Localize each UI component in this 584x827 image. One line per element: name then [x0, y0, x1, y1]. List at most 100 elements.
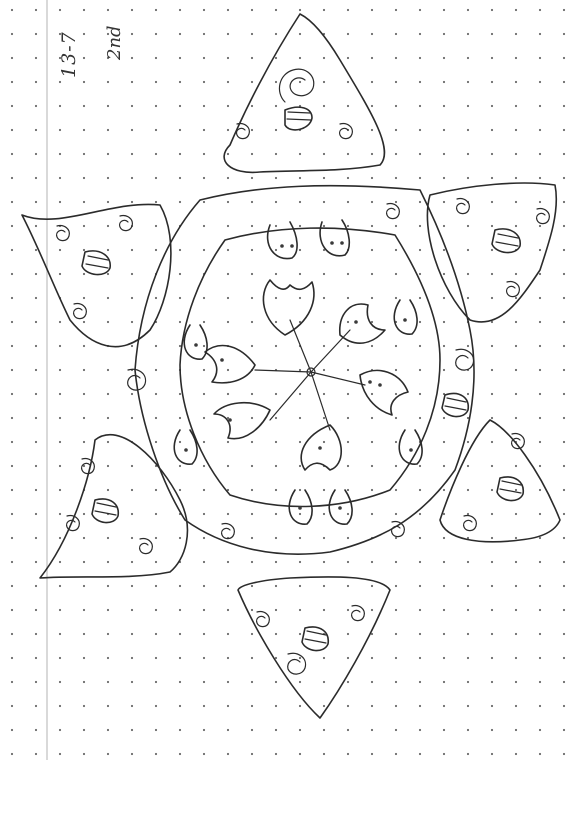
grid-dot — [466, 224, 470, 228]
grid-dot — [298, 368, 302, 372]
grid-dot — [226, 128, 230, 132]
grid-dot — [466, 464, 470, 468]
grid-dot — [154, 608, 158, 612]
grid-dot — [298, 224, 302, 228]
grid-dot — [370, 704, 374, 708]
grid-dot — [442, 272, 446, 276]
grid-dot — [178, 536, 182, 540]
grid-dot — [298, 8, 302, 12]
grid-dot — [346, 560, 350, 564]
grid-dot — [370, 176, 374, 180]
central-flower — [204, 279, 409, 471]
grid-dot — [178, 608, 182, 612]
grid-dot — [178, 152, 182, 156]
grid-dot — [58, 56, 62, 60]
grid-dot — [154, 632, 158, 636]
grid-dot — [394, 752, 398, 756]
grid-dot — [58, 176, 62, 180]
grid-dot — [490, 728, 494, 732]
grid-dot — [418, 464, 422, 468]
grid-dot — [82, 128, 86, 132]
grid-dot — [514, 320, 518, 324]
grid-dot — [346, 272, 350, 276]
grid-dot — [418, 704, 422, 708]
grid-dot — [202, 200, 206, 204]
grid-dot — [34, 488, 38, 492]
grid-dot — [226, 224, 230, 228]
grid-dot — [34, 392, 38, 396]
grid-dot — [250, 224, 254, 228]
grid-dot — [346, 320, 350, 324]
grid-dot — [130, 32, 134, 36]
grid-dot — [562, 560, 566, 564]
grid-dot — [370, 32, 374, 36]
grid-dot — [154, 368, 158, 372]
grid-dot — [154, 392, 158, 396]
grid-dot — [10, 248, 14, 252]
grid-dot — [394, 272, 398, 276]
grid-dot — [106, 368, 110, 372]
grid-dot — [10, 440, 14, 444]
grid-dot — [178, 128, 182, 132]
grid-dot — [562, 584, 566, 588]
grid-dot — [394, 704, 398, 708]
grid-dot — [154, 200, 158, 204]
grid-dot — [58, 248, 62, 252]
grid-dot — [274, 320, 278, 324]
grid-dot — [562, 56, 566, 60]
grid-dot — [370, 680, 374, 684]
grid-dot — [202, 512, 206, 516]
grid-dot — [370, 512, 374, 516]
grid-dot — [202, 344, 206, 348]
grid-dot — [58, 608, 62, 612]
grid-dot — [346, 152, 350, 156]
grid-dot — [226, 704, 230, 708]
grid-dot — [250, 104, 254, 108]
grid-dot — [394, 584, 398, 588]
grid-dot — [298, 608, 302, 612]
grid-dot — [346, 368, 350, 372]
grid-dot — [82, 320, 86, 324]
grid-dot — [442, 464, 446, 468]
grid-dot — [538, 8, 542, 12]
grid-dot — [202, 752, 206, 756]
grid-dot — [226, 680, 230, 684]
grid-dot — [226, 728, 230, 732]
dot-grid — [10, 8, 566, 756]
grid-dot — [82, 344, 86, 348]
grid-dot — [322, 80, 326, 84]
grid-dot — [346, 488, 350, 492]
grid-dot — [466, 344, 470, 348]
grid-dot — [226, 104, 230, 108]
grid-dot — [34, 296, 38, 300]
grid-dot — [466, 680, 470, 684]
grid-dot — [130, 152, 134, 156]
grid-dot — [154, 416, 158, 420]
grid-dot — [394, 512, 398, 516]
grid-dot — [322, 584, 326, 588]
grid-dot — [130, 104, 134, 108]
grid-dot — [562, 704, 566, 708]
grid-dot — [178, 176, 182, 180]
grid-dot — [322, 224, 326, 228]
grid-dot — [82, 80, 86, 84]
grid-dot — [514, 560, 518, 564]
grid-dot — [58, 632, 62, 636]
grid-dot — [10, 488, 14, 492]
grid-dot — [10, 680, 14, 684]
grid-dot — [442, 104, 446, 108]
grid-dot — [370, 320, 374, 324]
grid-dot — [58, 680, 62, 684]
grid-dot — [418, 608, 422, 612]
grid-dot — [274, 512, 278, 516]
handwritten-date: 13-7 — [58, 31, 80, 78]
star-outline — [21, 13, 561, 719]
grid-dot — [514, 368, 518, 372]
grid-dot — [250, 80, 254, 84]
grid-dot — [274, 104, 278, 108]
grid-dot — [58, 32, 62, 36]
grid-dot — [322, 752, 326, 756]
grid-dot — [466, 656, 470, 660]
grid-dot — [202, 728, 206, 732]
grid-dot — [154, 152, 158, 156]
